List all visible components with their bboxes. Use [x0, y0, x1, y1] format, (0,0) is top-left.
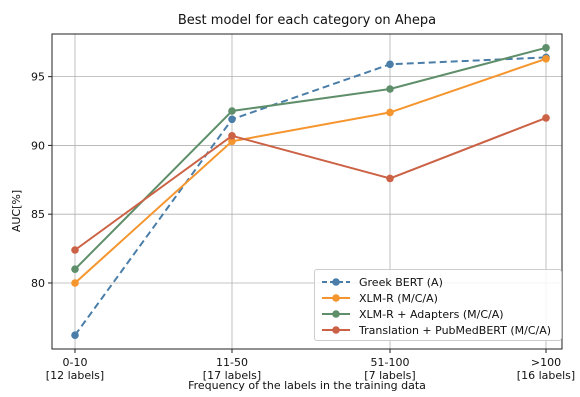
- data-point: [71, 331, 79, 340]
- ticks: 0-10[12 labels] 11-50[17 labels] 51-100[7 …: [31, 71, 575, 382]
- data-point: [228, 132, 236, 140]
- data-point: [228, 137, 236, 146]
- data-point: [386, 60, 394, 69]
- data-point: [386, 174, 394, 183]
- legend-swatch: [322, 278, 350, 286]
- legend-swatch: [322, 326, 350, 334]
- data-point: [542, 44, 550, 52]
- legend: Greek BERT (A) XLM-R (M/C/A) XLM-R + Adapt…: [314, 269, 562, 341]
- data-point: [71, 279, 79, 287]
- y-tick-label: 85: [31, 208, 45, 221]
- legend-label: Translation + PubMedBERT (M/C/A): [359, 323, 552, 337]
- legend-item: Translation + PubMedBERT (M/C/A): [321, 322, 555, 338]
- data-point: [542, 114, 550, 122]
- chart-title: Best model for each category on Ahepa: [178, 13, 436, 28]
- series-line: [74, 46, 547, 270]
- x-tick-sublabel: [17 labels]: [203, 369, 261, 382]
- data-point: [71, 246, 79, 254]
- legend-item: XLM-R + Adapters (M/C/A): [321, 306, 555, 322]
- x-tick-sublabel: [12 labels]: [46, 369, 104, 382]
- x-axis-label: Frequency of the labels in the training …: [188, 379, 426, 392]
- data-point: [386, 85, 394, 93]
- legend-label: Greek BERT (A): [359, 275, 443, 289]
- y-tick-label: 80: [31, 277, 45, 290]
- x-tick-label: 11-50: [216, 356, 248, 369]
- y-tick-label: 95: [31, 71, 45, 84]
- x-tick-label: 0-10: [63, 356, 88, 369]
- legend-swatch: [322, 310, 350, 318]
- data-point: [228, 115, 236, 124]
- data-point: [386, 108, 394, 117]
- legend-item: XLM-R (M/C/A): [321, 290, 555, 306]
- y-tick-label: 90: [31, 139, 45, 152]
- data-point: [542, 55, 550, 63]
- legend-item: Greek BERT (A): [321, 274, 555, 290]
- y-axis-label: AUC[%]: [10, 190, 23, 232]
- data-point: [71, 265, 79, 274]
- series-line: [74, 57, 547, 284]
- series-line: [74, 56, 547, 336]
- series-line: [74, 116, 547, 251]
- legend-label: XLM-R (M/C/A): [359, 291, 438, 305]
- series-layer: [71, 44, 550, 340]
- data-point: [228, 107, 236, 115]
- x-tick-sublabel: [16 labels]: [517, 369, 575, 382]
- x-tick-label: 51-100: [371, 356, 410, 369]
- x-tick-sublabel: [7 labels]: [364, 369, 415, 382]
- x-tick-label: >100: [531, 356, 561, 369]
- legend-label: XLM-R + Adapters (M/C/A): [359, 307, 504, 321]
- legend-swatch: [322, 294, 350, 302]
- plot-frame: [51, 33, 563, 350]
